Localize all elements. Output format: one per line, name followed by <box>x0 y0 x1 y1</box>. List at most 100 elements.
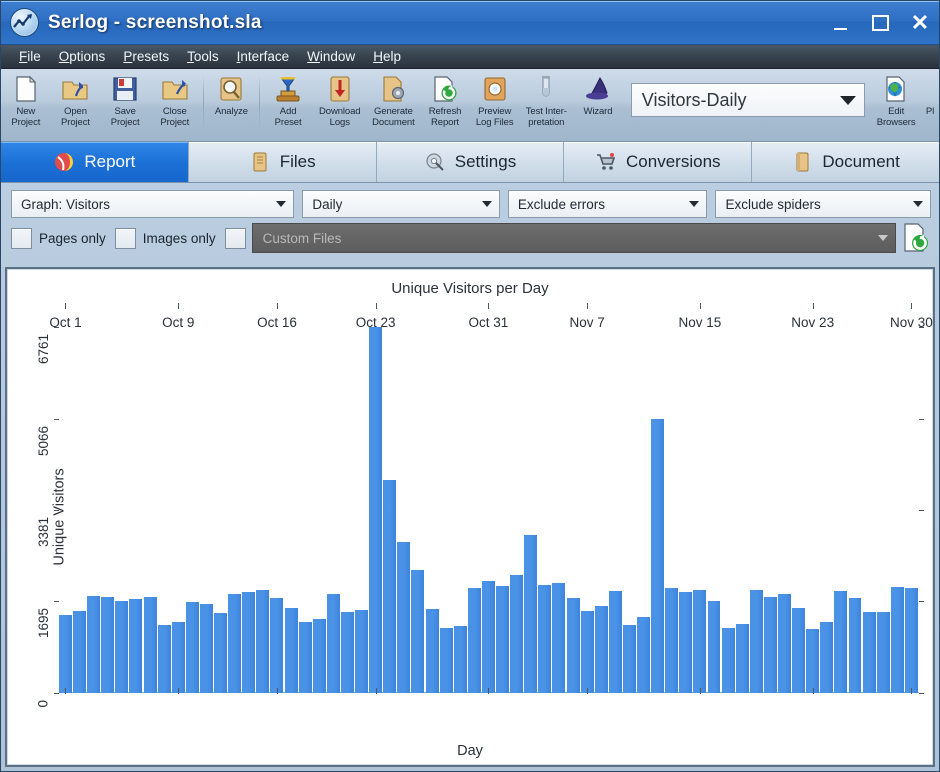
menu-item-tools[interactable]: Tools <box>187 49 219 64</box>
chart-bar[interactable] <box>340 612 354 693</box>
close-button[interactable]: ✕ <box>910 9 930 35</box>
toolbar-button-plugins[interactable]: Pl <box>921 69 939 139</box>
chart-bar[interactable] <box>763 596 777 693</box>
chart-bar[interactable] <box>355 609 369 693</box>
menu-item-presets[interactable]: Presets <box>123 49 170 64</box>
chart-bar[interactable] <box>778 593 791 693</box>
custom-files-select[interactable]: Custom Files <box>251 223 896 253</box>
menu-item-file[interactable]: File <box>19 49 41 64</box>
chart-bar[interactable] <box>129 598 143 693</box>
chart-bar[interactable] <box>467 588 481 693</box>
chart-bar[interactable] <box>185 602 199 693</box>
chart-bar[interactable] <box>580 610 594 693</box>
chart-bar[interactable] <box>749 590 763 693</box>
chart-bar[interactable] <box>904 588 918 693</box>
tab-report[interactable]: Report <box>1 142 189 182</box>
chart-bar[interactable] <box>369 326 383 693</box>
chart-bar[interactable] <box>157 625 171 693</box>
period-select[interactable]: Daily <box>302 190 500 218</box>
chart-bar[interactable] <box>298 621 312 693</box>
chart-bar[interactable] <box>792 607 806 693</box>
menu-item-window[interactable]: Window <box>307 49 356 64</box>
chart-bar[interactable] <box>171 622 185 693</box>
menu-item-options[interactable]: Options <box>58 49 106 64</box>
tab-settings[interactable]: Settings <box>376 142 565 182</box>
chart-bar[interactable] <box>510 574 524 693</box>
chart-bar[interactable] <box>59 615 72 693</box>
chart-bar[interactable] <box>397 542 411 693</box>
chart-bar[interactable] <box>143 597 157 693</box>
chart-bar[interactable] <box>538 585 552 693</box>
toolbar-button-refresh-report[interactable]: Refresh Report <box>420 69 470 139</box>
chart-bar[interactable] <box>608 591 622 693</box>
chart-bar[interactable] <box>270 597 284 693</box>
chart-bar[interactable] <box>312 619 326 693</box>
tab-files[interactable]: Files <box>188 142 377 182</box>
chart-bar[interactable] <box>566 597 580 693</box>
toolbar-button-preview-log-files[interactable]: Preview Log Files <box>470 69 520 139</box>
chart-bar[interactable] <box>425 608 439 693</box>
chart-bar[interactable] <box>115 600 129 693</box>
chart-bar[interactable] <box>496 585 510 693</box>
errors-select[interactable]: Exclude errors <box>507 190 708 218</box>
chart-bar[interactable] <box>284 607 298 693</box>
chart-bar[interactable] <box>876 611 890 693</box>
chart-bar[interactable] <box>73 610 87 693</box>
spiders-select[interactable]: Exclude spiders <box>715 190 931 218</box>
toolbar-button-test-interpretation[interactable]: Test Inter- pretation <box>520 69 574 139</box>
tab-document[interactable]: Document <box>752 142 939 182</box>
maximize-button[interactable] <box>869 12 891 34</box>
chart-bar[interactable] <box>199 604 213 693</box>
toolbar-button-open-project[interactable]: Open Project <box>51 69 101 139</box>
chart-bar[interactable] <box>848 597 862 693</box>
minimize-button[interactable] <box>829 12 851 34</box>
chart-bar[interactable] <box>256 590 270 693</box>
toolbar-button-save-project[interactable]: Save Project <box>100 69 150 139</box>
menu-item-interface[interactable]: Interface <box>236 49 290 64</box>
chart-bar[interactable] <box>665 588 679 693</box>
chart-bar[interactable] <box>622 624 636 693</box>
chart-bar[interactable] <box>721 628 735 693</box>
chart-bar[interactable] <box>481 580 495 693</box>
chart-bar[interactable] <box>637 616 650 693</box>
toolbar-button-download-logs[interactable]: Download Logs <box>313 69 367 139</box>
toolbar-button-generate-document[interactable]: Generate Document <box>367 69 421 139</box>
chart-bar[interactable] <box>228 593 242 693</box>
chart-bar[interactable] <box>651 418 665 693</box>
chart-bar[interactable] <box>101 596 115 693</box>
chart-bar[interactable] <box>735 623 749 693</box>
chart-plot-area[interactable]: 0 1695 3381 5066 6761 Oct 1 Oct 9 Oct 16 Oct 23 O… <box>36 303 933 708</box>
refresh-report-button[interactable] <box>901 223 931 253</box>
preset-combo[interactable]: Visitors-Daily <box>630 83 866 117</box>
chart-bar[interactable] <box>87 596 101 693</box>
chart-bar[interactable] <box>679 592 693 693</box>
chart-bar[interactable] <box>693 590 707 693</box>
chart-bar[interactable] <box>890 586 904 693</box>
toolbar-button-close-project[interactable]: Close Project <box>150 69 200 139</box>
chart-bar[interactable] <box>834 590 848 693</box>
chart-bar[interactable] <box>326 593 340 693</box>
chart-bar[interactable] <box>806 629 820 693</box>
chart-bar[interactable] <box>439 628 453 693</box>
menu-item-help[interactable]: Help <box>373 49 401 64</box>
toolbar-button-analyze[interactable]: Analyze <box>207 69 257 139</box>
chart-bar[interactable] <box>453 626 467 693</box>
pages-only-checkbox[interactable] <box>11 227 32 249</box>
chart-bar[interactable] <box>594 606 608 693</box>
custom-files-checkbox[interactable] <box>224 227 246 249</box>
graph-select[interactable]: Graph: Visitors <box>11 190 295 218</box>
toolbar-button-add-preset[interactable]: Add Preset <box>263 69 313 139</box>
toolbar-button-edit-browsers[interactable]: Edit Browsers <box>871 69 921 139</box>
chart-bar[interactable] <box>820 621 834 693</box>
chart-bar[interactable] <box>242 592 256 693</box>
chart-bar[interactable] <box>552 582 566 693</box>
chart-bar[interactable] <box>383 479 397 693</box>
chart-bar[interactable] <box>524 534 538 693</box>
chart-bar[interactable] <box>707 600 721 693</box>
toolbar-button-new-project[interactable]: New Project <box>1 69 51 139</box>
images-only-checkbox[interactable] <box>114 227 136 249</box>
tab-conversions[interactable]: Conversions <box>564 142 753 182</box>
chart-bar[interactable] <box>411 569 425 693</box>
chart-bar[interactable] <box>214 612 228 693</box>
toolbar-button-wizard[interactable]: Wizard <box>573 69 623 139</box>
